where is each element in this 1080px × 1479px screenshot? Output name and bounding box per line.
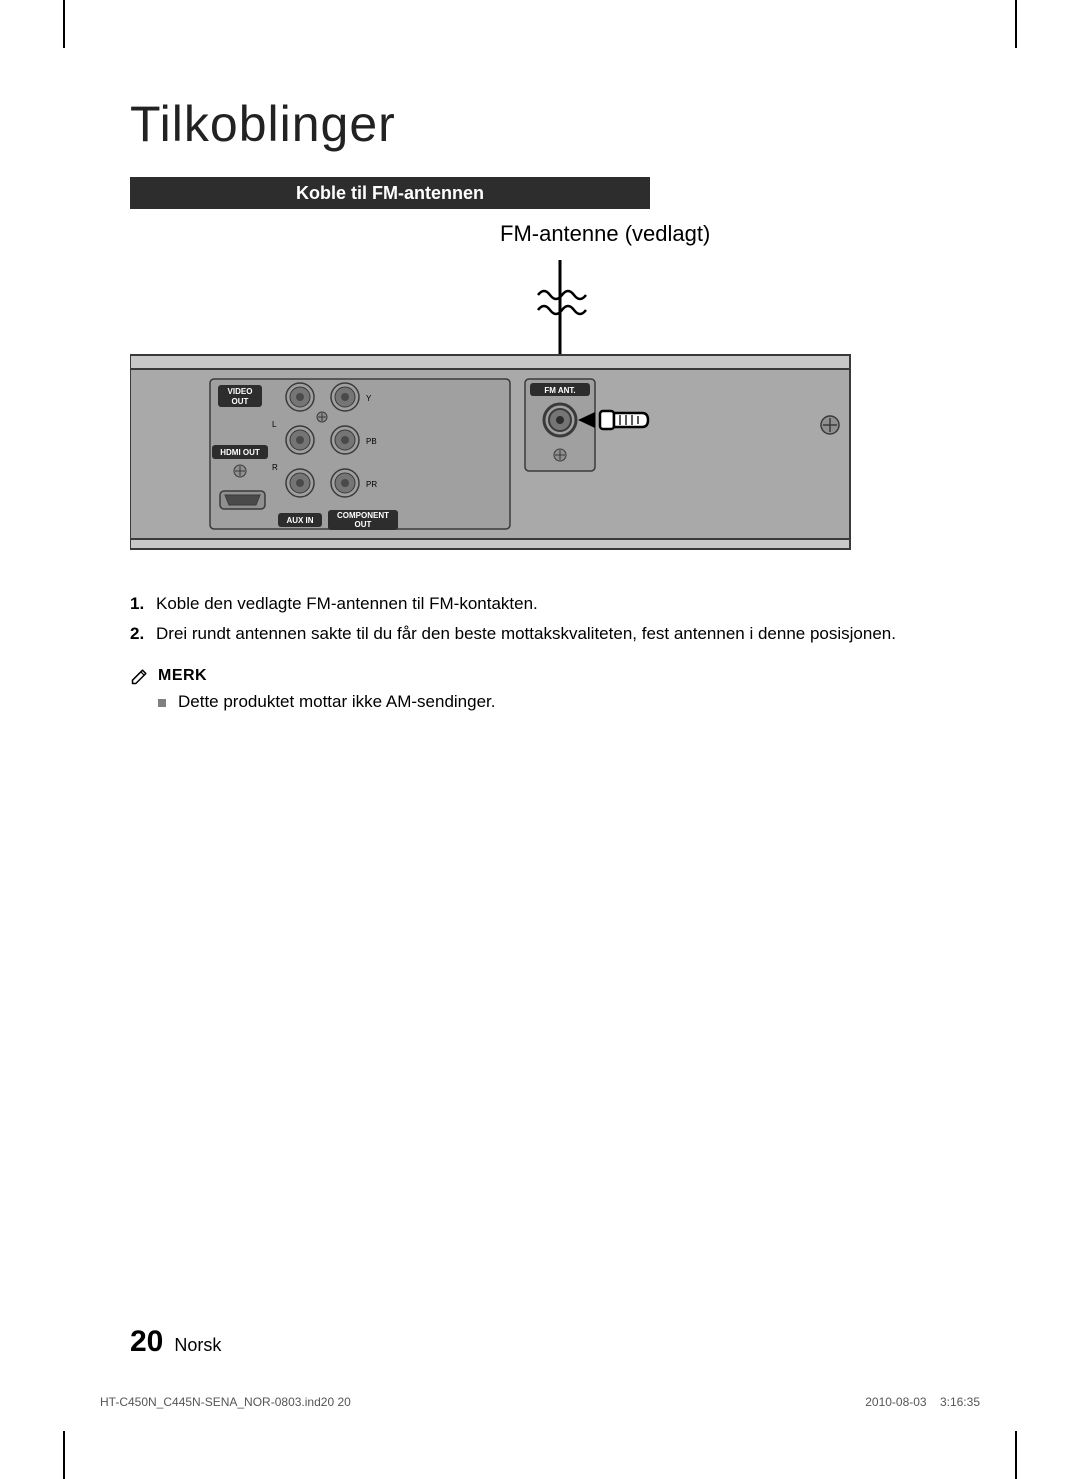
instruction-list: 1. Koble den vedlagte FM-antennen til FM… [130, 591, 950, 648]
svg-text:OUT: OUT [355, 520, 372, 529]
jack-aux-r [286, 469, 314, 497]
crop-mark [63, 1431, 65, 1479]
svg-text:AUX IN: AUX IN [286, 516, 313, 525]
step-text: Drei rundt antennen sakte til du får den… [156, 621, 950, 647]
svg-text:PB: PB [366, 437, 377, 446]
svg-text:OUT: OUT [232, 397, 249, 406]
step-number: 1. [130, 591, 156, 617]
manual-page: Tilkoblinger Koble til FM-antennen FM-an… [0, 0, 1080, 1479]
crop-mark [1015, 1431, 1017, 1479]
svg-text:PR: PR [366, 480, 377, 489]
content-area: Tilkoblinger Koble til FM-antennen FM-an… [130, 95, 950, 1379]
step-text: Koble den vedlagte FM-antennen til FM-ko… [156, 591, 950, 617]
instruction-step: 2. Drei rundt antennen sakte til du får … [130, 621, 950, 647]
svg-text:Y: Y [366, 394, 372, 403]
svg-text:VIDEO: VIDEO [228, 387, 253, 396]
crop-mark [1015, 0, 1017, 48]
page-language: Norsk [174, 1335, 221, 1355]
meta-file: HT-C450N_C445N-SENA_NOR-0803.ind20 20 [100, 1395, 351, 1409]
svg-text:L: L [272, 420, 277, 429]
screw-icon [821, 416, 839, 434]
svg-text:HDMI OUT: HDMI OUT [220, 448, 260, 457]
screw-icon [234, 465, 246, 477]
crop-mark [63, 0, 65, 48]
jack-video-out [286, 383, 314, 411]
pencil-note-icon [130, 666, 150, 686]
page-footer: 20 Norsk [130, 1325, 221, 1359]
diagram-subtitle: FM-antenne (vedlagt) [500, 221, 950, 247]
page-title: Tilkoblinger [130, 95, 950, 153]
print-meta: HT-C450N_C445N-SENA_NOR-0803.ind20 20 20… [100, 1395, 980, 1409]
svg-text:FM ANT.: FM ANT. [544, 386, 575, 395]
step-number: 2. [130, 621, 156, 647]
hdmi-port [220, 491, 265, 509]
svg-text:COMPONENT: COMPONENT [337, 511, 389, 520]
screw-icon [554, 449, 566, 461]
bullet-icon [158, 699, 166, 707]
label-video-out: VIDEO OUT [218, 385, 262, 407]
jack-aux-l [286, 426, 314, 454]
label-hdmi-out: HDMI OUT [212, 445, 268, 459]
meta-date: 2010-08-03 [865, 1395, 926, 1409]
instruction-step: 1. Koble den vedlagte FM-antennen til FM… [130, 591, 950, 617]
jack-fm-antenna [544, 404, 576, 436]
label-fm-ant: FM ANT. [530, 383, 590, 396]
note-label: MERK [158, 667, 207, 685]
label-aux-in: AUX IN [278, 513, 322, 527]
svg-text:R: R [272, 463, 278, 472]
rear-panel-diagram: VIDEO OUT HDMI OUT AUX IN COMPONENT [130, 255, 950, 555]
note-heading: MERK [130, 666, 950, 686]
label-component-out: COMPONENT OUT [328, 510, 398, 530]
page-number: 20 [130, 1325, 163, 1358]
antenna-plug [600, 411, 648, 429]
note-item: Dette produktet mottar ikke AM-sendinger… [130, 692, 950, 712]
section-heading-bar: Koble til FM-antennen [130, 177, 650, 209]
note-text: Dette produktet mottar ikke AM-sendinger… [178, 692, 496, 712]
meta-time: 3:16:35 [940, 1395, 980, 1409]
screw-icon [317, 412, 327, 422]
